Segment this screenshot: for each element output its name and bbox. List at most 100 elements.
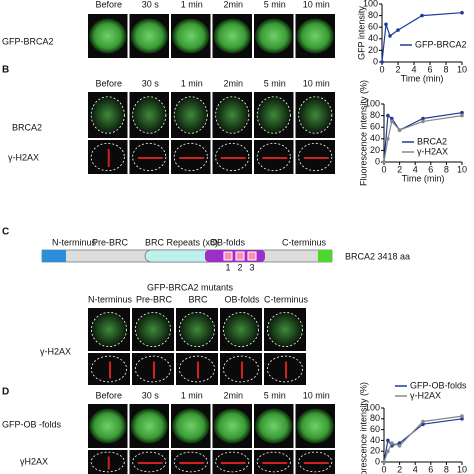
legend-label: GFP-OB-folds	[410, 380, 467, 390]
column-label: Pre-BRC	[136, 294, 173, 304]
nucleus-outline	[256, 142, 291, 172]
point	[384, 22, 388, 27]
domain-diagram	[41, 249, 333, 263]
y-axis-label: Fluorescence intensity (%)	[358, 382, 368, 474]
x-tick-label: 0	[381, 164, 386, 174]
column-label: 2min	[223, 0, 243, 9]
ob-number: 3	[249, 262, 254, 272]
x-tick-label: 6	[427, 64, 432, 74]
nucleus-outline	[222, 355, 259, 383]
x-tick-label: 0	[381, 464, 386, 474]
point	[388, 34, 392, 38]
point	[397, 444, 402, 448]
nucleus-outline	[132, 451, 167, 473]
x-tick-label: 10	[457, 164, 467, 174]
row-label: γ-H2AX	[40, 346, 71, 356]
column-label: 10 min	[303, 78, 330, 88]
column-label: BRC	[188, 294, 208, 304]
column-label: 2min	[223, 78, 243, 88]
series-line	[383, 415, 463, 463]
series-line	[383, 112, 463, 163]
panel-label: D	[2, 387, 9, 398]
series-line	[381, 12, 463, 63]
point	[382, 460, 386, 464]
x-tick-label: 6	[428, 164, 433, 174]
nucleus-outline	[173, 142, 208, 172]
cell	[173, 96, 208, 134]
panel-label: C	[2, 227, 9, 238]
point	[397, 441, 402, 445]
column-label: 30 s	[142, 78, 160, 88]
point	[420, 13, 424, 18]
point	[396, 28, 400, 32]
series-line	[383, 115, 463, 163]
y-tick-label: 40	[370, 133, 380, 143]
point	[397, 128, 402, 132]
legend-label: GFP-BRCA2	[415, 39, 467, 49]
cell	[222, 311, 259, 347]
column-label: 5 min	[264, 78, 286, 88]
y-tick-label: 0	[373, 56, 378, 66]
column-label: 1 min	[181, 0, 203, 9]
cell	[172, 408, 210, 444]
point	[460, 113, 464, 118]
y-tick-label: 40	[370, 435, 380, 445]
y-tick-label: 60	[370, 424, 380, 434]
domain-label: BRC Repeats (x8)	[145, 237, 218, 247]
x-tick-label: 10	[457, 464, 467, 474]
column-label: 5 min	[264, 390, 286, 400]
y-tick-label: 20	[370, 145, 380, 155]
column-label: OB-folds	[224, 294, 260, 304]
column-label: Before	[95, 78, 122, 88]
point	[460, 110, 464, 115]
y-axis-label: Fluorescence intensity (%)	[358, 80, 368, 186]
cell	[134, 311, 171, 347]
cell	[91, 311, 128, 347]
x-tick-label: 0	[379, 64, 384, 74]
point	[421, 419, 425, 424]
x-tick-label: 2	[397, 464, 402, 474]
x-axis-label: Time (min)	[402, 173, 445, 183]
legend-label: BRCA2	[417, 136, 447, 146]
cell	[256, 96, 291, 134]
cell	[296, 18, 334, 54]
cell	[266, 311, 303, 347]
x-tick-label: 4	[413, 164, 418, 174]
x-tick-label: 2	[395, 64, 400, 74]
nucleus-outline	[266, 355, 303, 383]
y-tick-label: 80	[368, 10, 378, 20]
nucleus-outline	[90, 451, 125, 473]
cell	[298, 96, 333, 134]
nucleus-outline	[134, 355, 171, 383]
column-label: 1 min	[181, 390, 203, 400]
cell	[132, 96, 167, 134]
y-tick-label: 0	[375, 156, 380, 166]
row-label: GFP-OB -folds	[2, 419, 62, 429]
nucleus-outline	[298, 451, 333, 473]
x-tick-label: 8	[443, 64, 448, 74]
nucleus-outline	[90, 142, 125, 172]
column-label: C-terminus	[264, 294, 309, 304]
point	[386, 113, 390, 118]
domain-label: N-terminus	[52, 237, 97, 247]
y-tick-label: 80	[370, 413, 380, 423]
x-tick-label: 4	[411, 64, 416, 74]
x-tick-label: 10	[457, 64, 467, 74]
column-label: N-terminus	[88, 294, 133, 304]
column-label: Before	[95, 0, 122, 9]
point	[386, 449, 390, 454]
cell	[130, 408, 168, 444]
panel-label: B	[2, 65, 9, 76]
point	[421, 116, 425, 121]
point	[460, 417, 464, 421]
cell	[296, 408, 334, 444]
x-tick-label: 4	[413, 464, 418, 474]
y-tick-label: 80	[370, 110, 380, 120]
y-tick-label: 100	[363, 0, 378, 8]
nucleus-outline	[91, 355, 128, 383]
legend-label: γ-H2AX	[417, 146, 448, 156]
point	[390, 119, 394, 124]
x-axis-label: Time (min)	[401, 73, 444, 83]
x-tick-label: 8	[444, 164, 449, 174]
nucleus-outline	[132, 142, 167, 172]
